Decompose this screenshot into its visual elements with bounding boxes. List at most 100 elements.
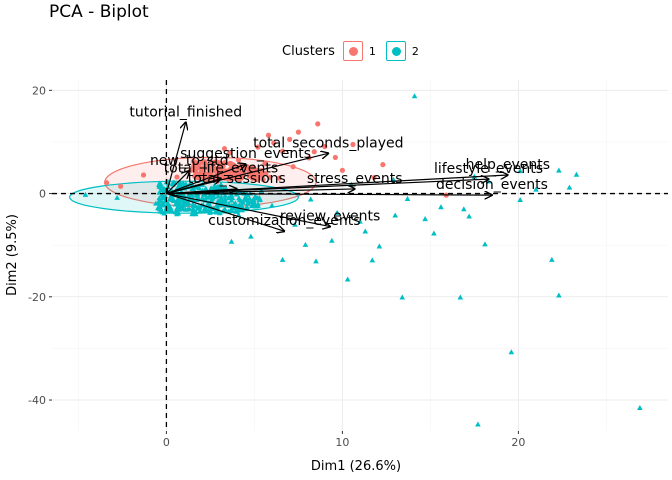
legend-label-cluster-1: 1	[368, 44, 376, 58]
cluster-2-point	[256, 194, 263, 200]
cluster-2-point	[292, 221, 298, 227]
cluster-2-point	[153, 200, 159, 206]
arrow-new_to_std	[165, 171, 189, 194]
y-tick-label: -40	[28, 394, 46, 407]
grid	[52, 80, 668, 431]
cluster-2-point	[242, 195, 249, 201]
cluster-2-point	[313, 258, 319, 264]
cluster-2-point	[202, 208, 209, 214]
cluster-2-point	[362, 228, 369, 234]
cluster-2-point	[573, 171, 580, 177]
y-axis-title: Dim2 (9.5%)	[5, 214, 20, 296]
x-axis-title: Dim1 (26.6%)	[311, 459, 401, 474]
cluster-2-point	[431, 230, 437, 236]
cluster-1-point	[279, 148, 286, 154]
legend-title: Clusters	[282, 43, 335, 59]
variable-arrows	[165, 122, 507, 232]
cluster-1-point	[255, 176, 261, 182]
axis-ticks: 0 10 20 20 0 -20 -40	[28, 84, 525, 449]
cluster-2-point	[517, 168, 523, 174]
cluster-2-point	[461, 206, 467, 212]
arrow-customization_events	[166, 192, 284, 232]
cluster-2-point	[157, 208, 164, 214]
x-tick-label: 0	[163, 436, 170, 449]
cluster-1-point	[202, 161, 208, 167]
label-total_life_events: total_life_events	[164, 161, 279, 177]
arrow-review_events	[166, 192, 330, 227]
arrow-lifestyle_events	[166, 179, 488, 195]
cluster-2-point	[279, 256, 286, 262]
cluster-2-point	[174, 208, 181, 214]
legend-key-cluster-1	[342, 41, 363, 61]
cluster-2-point	[239, 207, 245, 213]
cluster-2-point	[533, 186, 539, 192]
cluster-2-point	[215, 198, 221, 204]
cluster-1-point	[295, 129, 301, 135]
cluster-2-point	[392, 212, 398, 218]
label-tutorial_finished: tutorial_finished	[129, 104, 242, 120]
cluster-2-point	[228, 238, 235, 244]
y-tick-label: -20	[28, 291, 46, 304]
cluster-1-point	[276, 175, 282, 181]
label-customization_events: customization_events	[208, 213, 360, 229]
cluster-2-point	[189, 211, 195, 217]
cluster-2-point	[251, 197, 257, 203]
cluster-2-point	[404, 195, 411, 201]
cluster-1-point	[255, 144, 261, 150]
cluster-1-point	[290, 164, 296, 170]
cluster-2-point	[236, 197, 243, 203]
cluster-2-point	[218, 196, 225, 202]
legend-label-cluster-2: 2	[411, 44, 419, 58]
cluster-2-point	[549, 256, 555, 262]
legend-key-cluster-2	[385, 41, 406, 61]
cluster-2-point	[508, 349, 515, 355]
cluster-2-point	[211, 194, 218, 200]
cluster-1-point	[193, 169, 199, 175]
cluster-2-point	[159, 191, 165, 197]
cluster-1-point	[263, 170, 269, 177]
cluster-1-point	[267, 174, 273, 180]
cluster-2-point	[82, 191, 89, 197]
cluster-1-point	[271, 140, 277, 146]
cluster-2-point	[193, 209, 199, 215]
cluster-2-point	[369, 257, 376, 263]
cluster-2-point	[208, 197, 215, 203]
cluster-1-point	[262, 161, 268, 167]
label-total_seconds_played: total_seconds_played	[253, 135, 403, 151]
cluster-1-point	[222, 159, 228, 166]
cluster-2-point	[566, 184, 573, 190]
cluster-2-point	[184, 201, 191, 207]
y-tick-label: 20	[32, 84, 46, 97]
cluster-1-point	[174, 174, 180, 180]
x-tick-label: 10	[335, 436, 349, 449]
cluster-2-point	[215, 193, 221, 199]
cluster-2-point	[240, 199, 247, 205]
cluster-2-point	[438, 204, 444, 210]
cluster-1-point	[227, 150, 233, 156]
cluster-1-point	[195, 162, 201, 168]
arrow-total_seconds_played	[166, 153, 328, 195]
cluster-2-point	[249, 202, 256, 208]
cluster-2-point	[182, 206, 189, 212]
cluster-2-point	[556, 292, 562, 298]
cluster-2-point	[334, 209, 340, 215]
cluster-2-point	[171, 197, 177, 203]
cluster-1-point	[140, 172, 147, 178]
cluster-2-point	[245, 197, 251, 204]
cluster-2-point	[466, 213, 472, 219]
cluster-2-point	[192, 203, 199, 209]
cluster-2-point	[255, 202, 261, 209]
cluster-2-point	[195, 184, 202, 190]
arrow-tutorial_finished	[165, 122, 185, 194]
cluster-2-point	[234, 208, 240, 214]
cluster-2-point	[238, 203, 245, 209]
cluster-1-point	[221, 146, 228, 152]
cluster-1-point	[118, 183, 124, 189]
x-tick-label: 20	[511, 436, 525, 449]
cluster-1-point	[339, 167, 345, 173]
label-review_events: review_events	[280, 209, 380, 225]
cluster-2-point	[218, 194, 225, 200]
cluster-1-point	[235, 157, 242, 163]
chart-title: PCA - Biplot	[49, 2, 149, 22]
